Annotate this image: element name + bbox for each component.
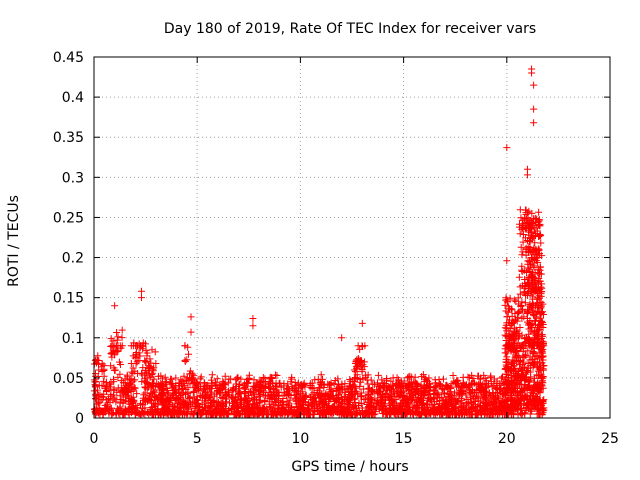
y-axis-label: ROTI / TECUs <box>6 195 22 287</box>
data-point <box>100 377 108 385</box>
data-point <box>219 411 227 419</box>
data-point <box>358 392 366 400</box>
data-point <box>256 391 264 399</box>
y-tick-label: 0.2 <box>62 251 84 267</box>
data-point <box>346 394 354 402</box>
data-point <box>107 379 115 387</box>
data-point <box>371 395 379 403</box>
data-point <box>448 380 456 388</box>
y-tick-label: 0.1 <box>62 331 84 347</box>
data-point <box>143 352 151 360</box>
y-tick-label: 0.45 <box>53 50 84 66</box>
x-tick-label: 5 <box>193 431 202 447</box>
data-point <box>168 402 176 410</box>
data-point <box>141 377 149 385</box>
data-point <box>157 398 165 406</box>
data-point <box>379 393 387 401</box>
data-point <box>255 399 263 407</box>
data-point <box>208 388 216 396</box>
y-tick-label: 0.35 <box>53 130 84 146</box>
data-point <box>107 362 115 370</box>
chart-title: Day 180 of 2019, Rate Of TEC Index for r… <box>164 21 536 37</box>
data-point <box>113 329 121 337</box>
data-point <box>131 354 139 362</box>
data-point <box>114 405 122 413</box>
data-point <box>358 368 366 376</box>
data-point <box>164 390 172 398</box>
data-point <box>451 389 459 397</box>
data-point <box>183 356 191 364</box>
data-point <box>521 410 529 418</box>
x-axis-label: GPS time / hours <box>291 459 408 475</box>
y-tick-label: 0.3 <box>62 170 84 186</box>
data-point <box>127 360 135 368</box>
data-point <box>95 381 103 389</box>
data-point <box>524 360 532 368</box>
data-point <box>150 375 158 383</box>
y-tick-label: 0.4 <box>62 90 84 106</box>
data-point <box>113 336 121 344</box>
y-tick-label: 0 <box>75 411 84 427</box>
data-point <box>280 400 288 408</box>
y-tick-label: 0.15 <box>53 291 84 307</box>
data-point <box>522 352 530 360</box>
data-point <box>266 384 274 392</box>
data-point <box>351 368 359 376</box>
data-point <box>413 410 421 418</box>
data-point <box>138 378 146 386</box>
data-point <box>128 368 136 376</box>
data-point <box>113 346 121 354</box>
data-point <box>94 399 102 407</box>
data-point <box>286 396 294 404</box>
data-point <box>94 372 102 380</box>
data-point <box>380 393 388 401</box>
data-point <box>136 352 144 360</box>
x-tick-label: 15 <box>395 431 413 447</box>
data-point <box>111 351 119 359</box>
data-point <box>400 391 408 399</box>
y-tick-label: 0.05 <box>53 371 84 387</box>
y-tick-label: 0.25 <box>53 210 84 226</box>
data-point <box>118 334 126 342</box>
x-tick-label: 25 <box>601 431 619 447</box>
data-point <box>129 364 137 372</box>
data-point <box>426 410 434 418</box>
x-tick-label: 10 <box>291 431 309 447</box>
data-point <box>98 396 106 404</box>
data-point <box>114 333 122 341</box>
data-point <box>139 364 147 372</box>
data-point <box>395 410 403 418</box>
data-point <box>107 342 115 350</box>
data-point <box>140 396 148 404</box>
data-point <box>439 397 447 405</box>
data-point <box>357 378 365 386</box>
data-point <box>109 337 117 345</box>
x-tick-label: 20 <box>498 431 516 447</box>
data-point <box>163 398 171 406</box>
data-point <box>440 389 448 397</box>
x-tick-label: 0 <box>90 431 99 447</box>
data-point <box>163 385 171 393</box>
data-point <box>92 392 100 400</box>
data-point <box>112 348 120 356</box>
